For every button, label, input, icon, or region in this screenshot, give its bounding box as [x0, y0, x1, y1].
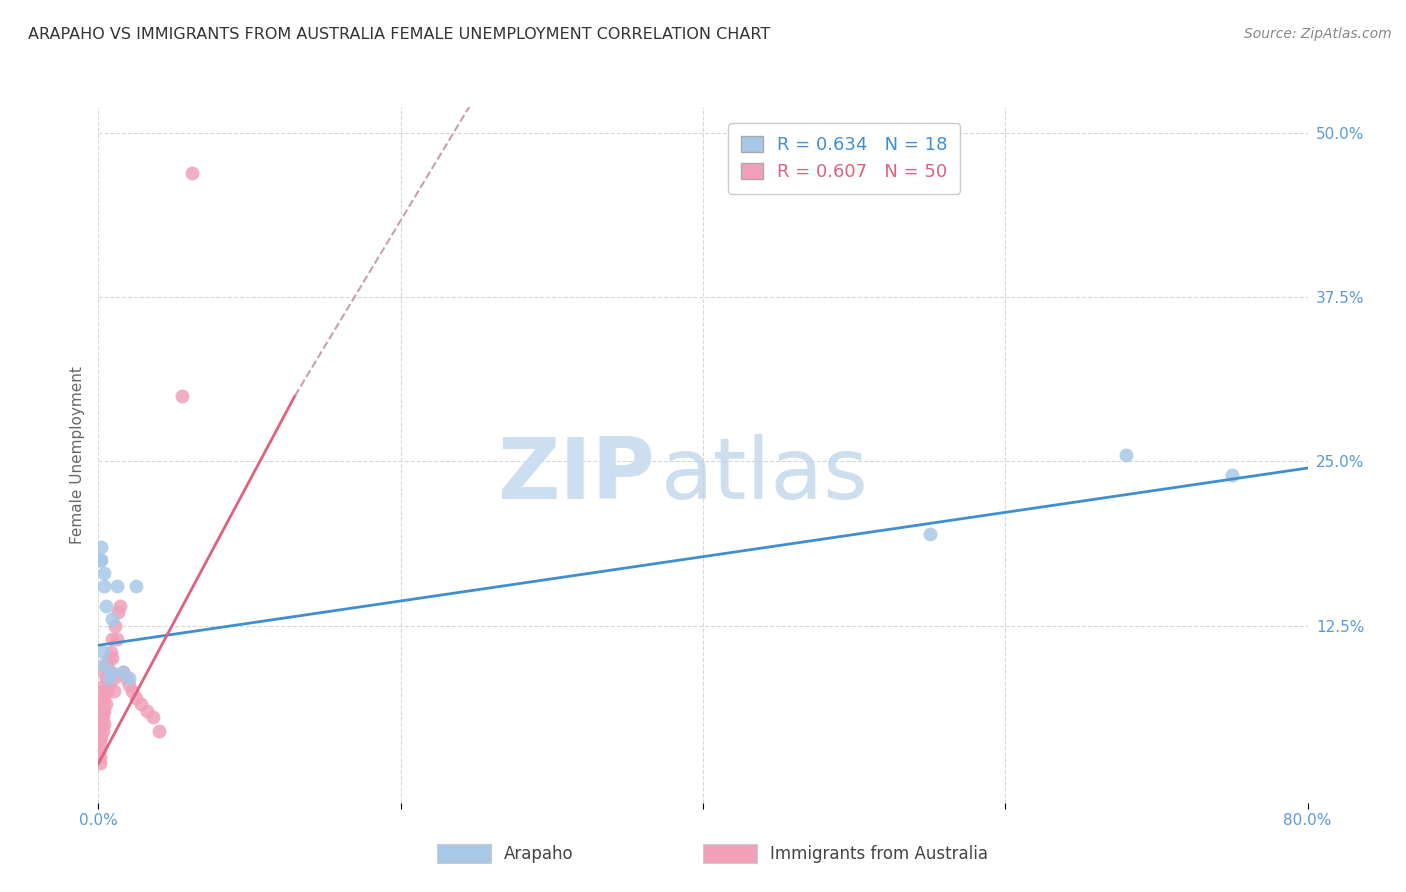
Y-axis label: Female Unemployment: Female Unemployment	[69, 366, 84, 544]
Text: Immigrants from Australia: Immigrants from Australia	[769, 845, 987, 863]
Point	[100, 665, 122, 679]
Point	[98, 671, 121, 685]
Point	[918, 526, 941, 541]
Text: atlas: atlas	[661, 434, 869, 517]
Point	[107, 606, 129, 620]
Point	[111, 665, 134, 679]
Point	[103, 684, 125, 698]
Point	[90, 553, 112, 567]
Point	[93, 678, 115, 692]
Point	[89, 756, 111, 771]
Point	[94, 684, 117, 698]
Point	[91, 704, 114, 718]
Point	[111, 665, 134, 679]
Point	[89, 737, 111, 751]
Point	[104, 618, 127, 632]
Point	[91, 698, 114, 712]
Point	[108, 599, 131, 613]
Point	[89, 743, 111, 757]
Point	[91, 723, 114, 738]
Point	[135, 704, 157, 718]
Point	[101, 632, 124, 646]
Text: ARAPAHO VS IMMIGRANTS FROM AUSTRALIA FEMALE UNEMPLOYMENT CORRELATION CHART: ARAPAHO VS IMMIGRANTS FROM AUSTRALIA FEM…	[28, 27, 770, 42]
Point	[101, 651, 124, 665]
Text: Arapaho: Arapaho	[503, 845, 574, 863]
Point	[118, 678, 141, 692]
Point	[93, 717, 115, 731]
Point	[96, 671, 118, 685]
Point	[121, 684, 143, 698]
Point	[96, 684, 118, 698]
Point	[94, 671, 117, 685]
Point	[93, 704, 115, 718]
Point	[91, 684, 114, 698]
Point	[125, 579, 148, 593]
Point	[181, 166, 204, 180]
Text: ZIP: ZIP	[496, 434, 655, 517]
Legend: R = 0.634   N = 18, R = 0.607   N = 50: R = 0.634 N = 18, R = 0.607 N = 50	[728, 123, 960, 194]
Point	[118, 671, 141, 685]
Point	[93, 579, 115, 593]
Point	[94, 657, 117, 672]
Point	[90, 710, 112, 724]
Point	[89, 730, 111, 744]
Point	[93, 665, 115, 679]
Point	[105, 632, 128, 646]
Point	[148, 723, 170, 738]
Point	[142, 710, 165, 724]
Point	[96, 657, 118, 672]
Text: Source: ZipAtlas.com: Source: ZipAtlas.com	[1244, 27, 1392, 41]
Point	[1115, 448, 1137, 462]
Point	[93, 566, 115, 580]
Point	[114, 671, 136, 685]
Point	[105, 579, 128, 593]
FancyBboxPatch shape	[437, 844, 492, 863]
Point	[1220, 467, 1243, 482]
Point	[98, 651, 121, 665]
Point	[101, 612, 124, 626]
Point	[100, 665, 122, 679]
Point	[93, 690, 115, 705]
Point	[100, 645, 122, 659]
Point	[90, 717, 112, 731]
Point	[91, 657, 114, 672]
FancyBboxPatch shape	[703, 844, 758, 863]
Point	[89, 553, 111, 567]
Point	[129, 698, 152, 712]
Point	[89, 749, 111, 764]
Point	[125, 690, 148, 705]
Point	[94, 698, 117, 712]
Point	[91, 710, 114, 724]
Point	[94, 599, 117, 613]
Point	[91, 645, 114, 659]
Point	[98, 678, 121, 692]
Point	[90, 540, 112, 554]
Point	[90, 730, 112, 744]
Point	[98, 665, 121, 679]
Point	[170, 389, 193, 403]
Point	[90, 698, 112, 712]
Point	[103, 671, 125, 685]
